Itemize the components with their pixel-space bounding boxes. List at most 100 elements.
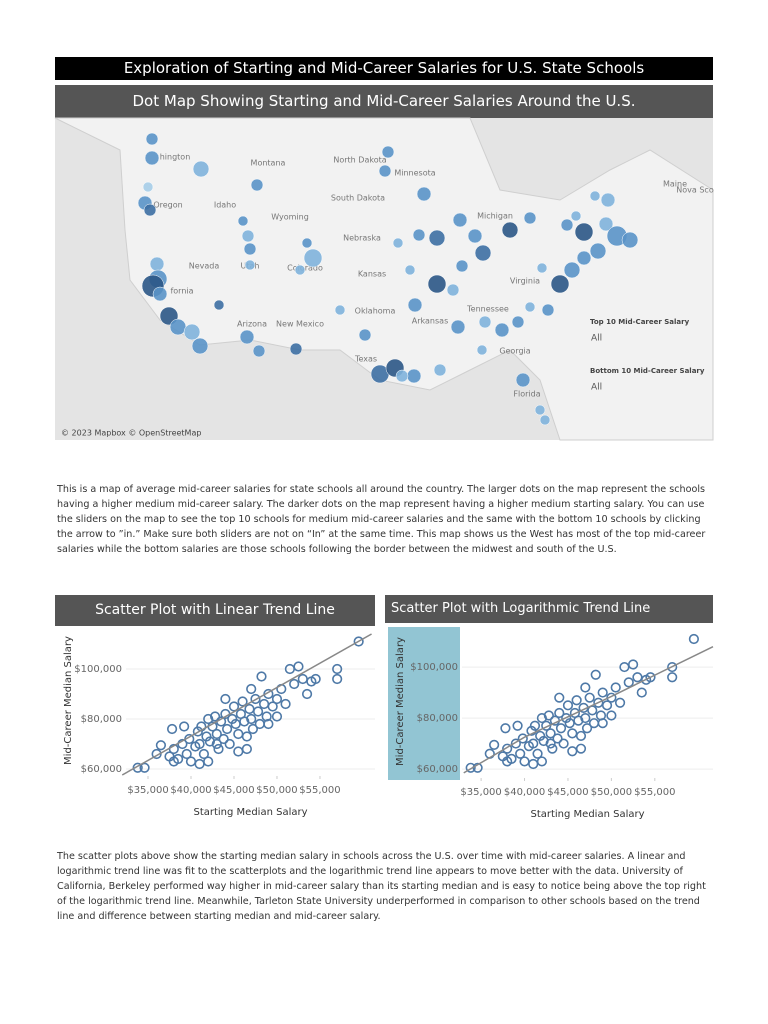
point: [233, 728, 244, 740]
point: [261, 711, 272, 722]
filter-label: Bottom 10 Mid-Career Salary: [590, 367, 705, 375]
point: [510, 738, 521, 749]
point: [512, 720, 523, 731]
map-dot: [600, 192, 616, 208]
map-dot: [576, 250, 592, 266]
point: [536, 756, 548, 767]
point: [218, 733, 229, 745]
map-label: Minnesota: [394, 169, 435, 178]
map-label: Arizona: [237, 320, 267, 329]
point: [256, 671, 267, 682]
map-dot: [252, 344, 266, 358]
map-dot: [474, 244, 492, 262]
map-label: Wyoming: [271, 213, 309, 222]
point: [280, 698, 291, 710]
point: [529, 720, 541, 731]
point: [627, 659, 639, 670]
map-dot: [524, 301, 536, 313]
point: [228, 701, 240, 712]
point: [528, 738, 539, 749]
map-label: Nebraska: [343, 234, 381, 243]
point: [502, 743, 513, 754]
map-dot: [407, 297, 423, 313]
land: [54, 117, 714, 441]
point: [610, 682, 621, 693]
point: [500, 723, 511, 734]
map-dot: [244, 259, 256, 271]
map-dot: [574, 222, 594, 242]
map-dot: [412, 228, 426, 242]
x-tick-label: $45,000: [547, 787, 588, 798]
y-tick-label: $60,000: [81, 764, 122, 775]
map-dot: [536, 262, 548, 274]
point: [194, 758, 205, 770]
map-label: Oklahoma: [355, 307, 396, 316]
map-dot: [213, 299, 225, 311]
point: [258, 698, 270, 710]
point: [502, 756, 513, 767]
point: [204, 736, 216, 747]
y-tick-label: $80,000: [417, 713, 458, 724]
point: [645, 672, 656, 683]
map-dot: [239, 329, 255, 345]
point: [250, 693, 261, 705]
y-axis-title: Mid-Career Median Salary: [395, 637, 406, 766]
map-dot: [303, 248, 323, 268]
point: [211, 728, 222, 740]
page-title: Exploration of Starting and Mid-Career S…: [55, 57, 713, 80]
point: [194, 738, 205, 750]
trend-line: [121, 633, 372, 776]
point: [271, 693, 283, 705]
point: [562, 700, 574, 711]
point: [547, 743, 558, 754]
map-dot: [404, 264, 416, 276]
point: [297, 673, 308, 685]
point: [237, 696, 248, 707]
point: [528, 758, 539, 770]
point: [203, 756, 214, 767]
map-dot: [142, 181, 154, 193]
point: [632, 672, 643, 683]
point: [211, 738, 222, 750]
map-dot: [539, 414, 551, 426]
point: [489, 739, 500, 750]
map-label: Nevada: [189, 262, 220, 271]
map-dot: [550, 274, 570, 294]
map-dot: [476, 344, 488, 356]
point: [571, 695, 582, 706]
map-dot: [570, 210, 582, 222]
map-dot: [541, 303, 555, 317]
map-label: hington: [160, 153, 191, 162]
map-dot: [243, 242, 257, 256]
point: [220, 693, 231, 705]
point: [590, 669, 601, 680]
map-dot: [433, 363, 447, 377]
map-dot: [145, 132, 159, 146]
point: [168, 756, 179, 767]
point: [601, 700, 613, 711]
point: [241, 731, 252, 742]
point: [552, 733, 563, 744]
map-dot: [467, 228, 483, 244]
point: [555, 723, 567, 734]
map-label: Colorado: [287, 264, 323, 273]
paragraph: The scatter plots above show the startin…: [57, 851, 706, 922]
map-label: Florida: [513, 390, 540, 399]
point: [575, 743, 587, 754]
map-dot: [149, 256, 165, 272]
map-dot: [452, 212, 468, 228]
point: [233, 746, 244, 757]
map-dot: [523, 211, 537, 225]
filter-value: All: [591, 383, 602, 393]
point: [252, 706, 264, 717]
point: [267, 701, 278, 712]
x-tick-label: $55,000: [634, 787, 675, 798]
map-dot: [294, 264, 306, 276]
point: [567, 746, 578, 757]
point: [588, 718, 600, 729]
map-dot: [406, 368, 422, 384]
map-dot: [334, 304, 346, 316]
point: [567, 728, 578, 739]
point: [667, 672, 678, 683]
